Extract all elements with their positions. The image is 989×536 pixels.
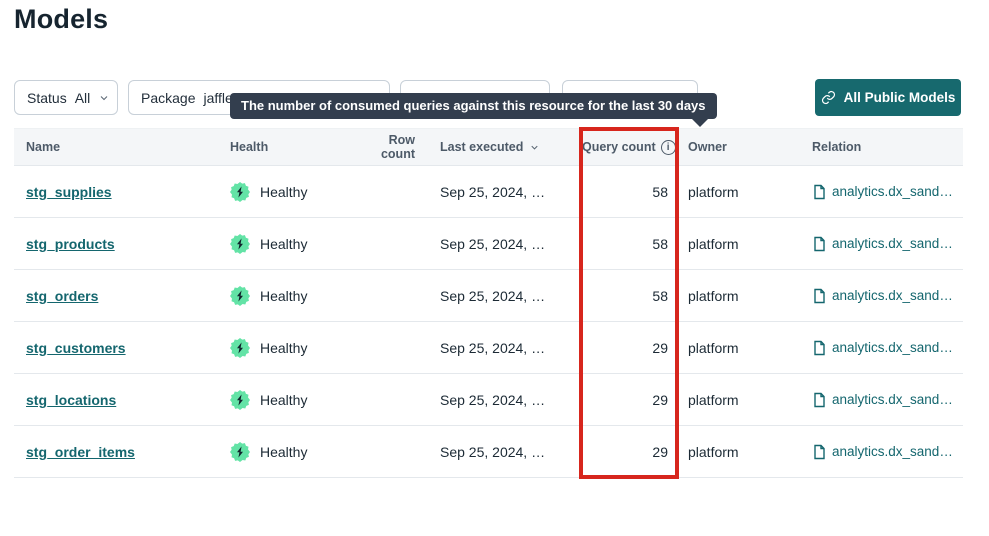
status-filter-label: Status bbox=[27, 89, 67, 106]
document-icon bbox=[814, 444, 825, 459]
all-public-models-label: All Public Models bbox=[843, 90, 956, 105]
health-status-label: Healthy bbox=[260, 235, 308, 252]
query-count-value: 29 bbox=[652, 391, 668, 408]
health-badge-icon bbox=[230, 441, 250, 462]
owner-value: platform bbox=[688, 235, 739, 252]
health-status-label: Healthy bbox=[260, 391, 308, 408]
query-count-value: 29 bbox=[652, 339, 668, 356]
owner-value: platform bbox=[688, 443, 739, 460]
last-executed-value: Sep 25, 2024, … bbox=[440, 391, 546, 408]
last-executed-value: Sep 25, 2024, … bbox=[440, 443, 546, 460]
owner-value: platform bbox=[688, 287, 739, 304]
table-row: stg_supplies Healthy Sep 25, 2024, … 58 … bbox=[14, 166, 963, 218]
document-icon bbox=[814, 288, 825, 303]
health-badge-icon bbox=[230, 285, 250, 306]
status-filter-value: All bbox=[74, 89, 91, 106]
table-header-row: Name Health Row count Last executed Quer… bbox=[14, 128, 963, 166]
last-executed-value: Sep 25, 2024, … bbox=[440, 287, 546, 304]
sort-chevron-icon[interactable] bbox=[529, 142, 540, 153]
column-header-name: Name bbox=[26, 140, 61, 154]
column-header-relation: Relation bbox=[812, 140, 862, 154]
owner-value: platform bbox=[688, 391, 739, 408]
table-body: stg_supplies Healthy Sep 25, 2024, … 58 … bbox=[14, 166, 963, 478]
relation-link[interactable]: analytics.dx_sand… bbox=[832, 184, 953, 199]
all-public-models-button[interactable]: All Public Models bbox=[815, 79, 961, 116]
document-icon bbox=[814, 184, 825, 199]
health-status-label: Healthy bbox=[260, 339, 308, 356]
last-executed-value: Sep 25, 2024, … bbox=[440, 235, 546, 252]
chevron-down-icon bbox=[100, 95, 108, 100]
page-title: Models bbox=[14, 4, 109, 34]
last-executed-value: Sep 25, 2024, … bbox=[440, 183, 546, 200]
health-badge-icon bbox=[230, 337, 250, 358]
table-row: stg_customers Healthy Sep 25, 2024, … 29… bbox=[14, 322, 963, 374]
document-icon bbox=[814, 392, 825, 407]
column-header-health: Health bbox=[230, 140, 269, 154]
last-executed-value: Sep 25, 2024, … bbox=[440, 339, 546, 356]
table-row: stg_orders Healthy Sep 25, 2024, … 58 pl… bbox=[14, 270, 963, 322]
info-icon[interactable]: i bbox=[660, 139, 676, 155]
table-row: stg_products Healthy Sep 25, 2024, … 58 … bbox=[14, 218, 963, 270]
relation-link[interactable]: analytics.dx_sand… bbox=[832, 392, 953, 407]
model-name-link[interactable]: stg_locations bbox=[26, 391, 117, 408]
model-name-link[interactable]: stg_orders bbox=[26, 287, 99, 304]
model-name-link[interactable]: stg_customers bbox=[26, 339, 126, 356]
column-header-owner: Owner bbox=[688, 140, 727, 154]
relation-link[interactable]: analytics.dx_sand… bbox=[832, 288, 953, 303]
model-name-link[interactable]: stg_supplies bbox=[26, 183, 112, 200]
relation-link[interactable]: analytics.dx_sand… bbox=[832, 444, 953, 459]
query-count-value: 58 bbox=[652, 287, 668, 304]
tooltip-text: The number of consumed queries against t… bbox=[241, 98, 706, 113]
query-count-value: 58 bbox=[652, 235, 668, 252]
health-badge-icon bbox=[230, 233, 250, 254]
column-header-query-count: Query count i bbox=[578, 139, 678, 155]
status-filter-dropdown[interactable]: Status All bbox=[14, 80, 118, 115]
column-header-row-count: Row count bbox=[380, 133, 415, 161]
document-icon bbox=[814, 340, 825, 355]
health-badge-icon bbox=[230, 181, 250, 202]
relation-link[interactable]: analytics.dx_sand… bbox=[832, 340, 953, 355]
model-name-link[interactable]: stg_order_items bbox=[26, 443, 135, 460]
document-icon bbox=[814, 236, 825, 251]
model-name-link[interactable]: stg_products bbox=[26, 235, 115, 252]
health-status-label: Healthy bbox=[260, 287, 308, 304]
health-badge-icon bbox=[230, 389, 250, 410]
owner-value: platform bbox=[688, 183, 739, 200]
query-count-value: 58 bbox=[652, 183, 668, 200]
package-filter-label: Package bbox=[141, 89, 196, 106]
column-header-last-executed[interactable]: Last executed bbox=[425, 140, 578, 154]
tooltip-arrow bbox=[690, 118, 709, 127]
owner-value: platform bbox=[688, 339, 739, 356]
query-count-value: 29 bbox=[652, 443, 668, 460]
relation-link[interactable]: analytics.dx_sand… bbox=[832, 236, 953, 251]
query-count-tooltip: The number of consumed queries against t… bbox=[230, 93, 717, 127]
link-icon bbox=[821, 90, 835, 105]
table-row: stg_locations Healthy Sep 25, 2024, … 29… bbox=[14, 374, 963, 426]
health-status-label: Healthy bbox=[260, 183, 308, 200]
models-table: Name Health Row count Last executed Quer… bbox=[14, 128, 963, 478]
health-status-label: Healthy bbox=[260, 443, 308, 460]
table-row: stg_order_items Healthy Sep 25, 2024, … … bbox=[14, 426, 963, 478]
